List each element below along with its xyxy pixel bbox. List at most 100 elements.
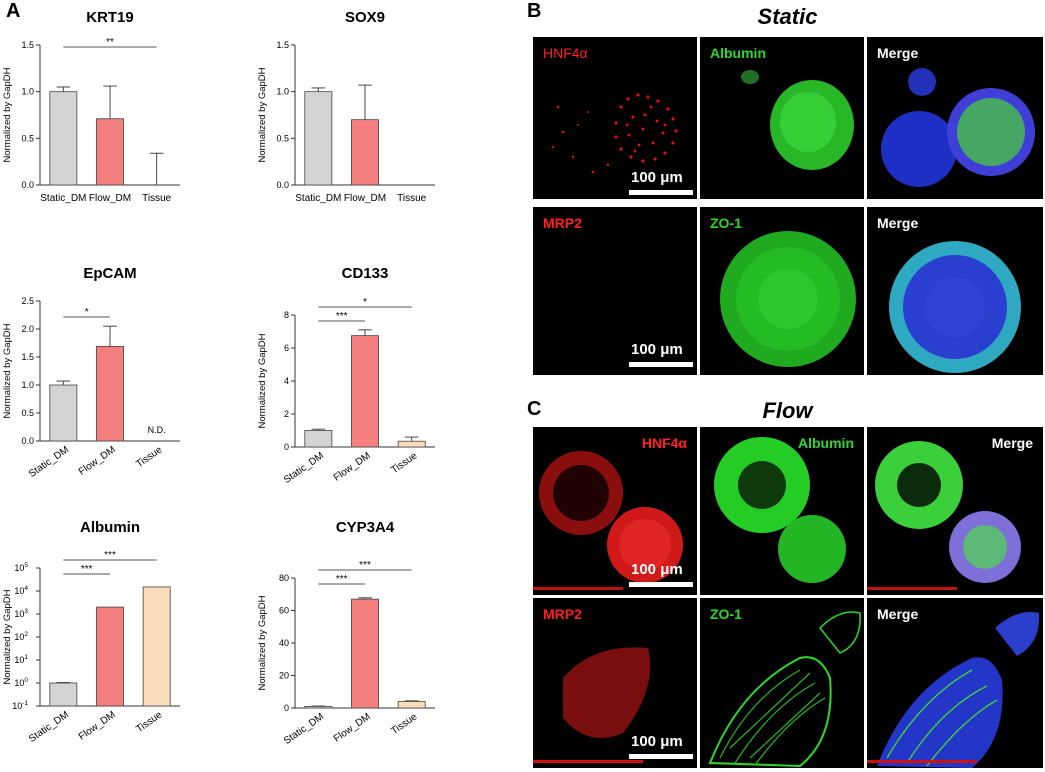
static-albumin-label: Albumin <box>710 45 766 61</box>
flow-merge-image: Merge <box>867 427 1043 595</box>
chart-5-ytick-label: 104 <box>14 585 28 596</box>
chart-4-ytick-label: 2 <box>284 409 289 419</box>
chart-6-ytick-label: 60 <box>279 606 289 616</box>
chart-5-title: Albumin <box>80 519 140 536</box>
chart-5-significance-label: *** <box>81 564 93 575</box>
flow-scale-label-2: 100 μm <box>631 733 683 750</box>
chart-3-ytick-label: 2.0 <box>21 324 34 334</box>
chart-3-xtick-label: Static_DM <box>27 444 71 479</box>
static-albumin-image: Albumin <box>700 37 864 199</box>
chart-4-ytick-label: 4 <box>284 376 289 386</box>
static-zo1-image: ZO-1 <box>700 207 864 375</box>
flow-merge-label-1: Merge <box>991 435 1033 451</box>
chart-4-bar <box>397 440 426 448</box>
flow-mrp2-label: MRP2 <box>543 606 582 622</box>
chart-2-ytick-label: 1.5 <box>276 40 289 50</box>
chart-4-xtick-label: Tissue <box>389 450 419 476</box>
chart-1-xtick-label: Static_DM <box>40 193 86 204</box>
chart-4-xtick-label: Static_DM <box>282 450 326 485</box>
flow-hnf4a-image: HNF4α 100 μm <box>533 427 697 595</box>
chart-5-significance-label: *** <box>104 550 116 561</box>
chart-6-title: CYP3A4 <box>336 519 395 536</box>
chart-5-xtick-label: Flow_DM <box>77 709 118 742</box>
chart-4-ytick-label: 6 <box>284 343 289 353</box>
static-section-title: Static <box>757 4 818 29</box>
chart-6-bar <box>351 598 379 709</box>
static-scale-label-1: 100 μm <box>631 169 683 186</box>
chart-4-xtick-label: Flow_DM <box>332 450 373 483</box>
static-mrp2-label: MRP2 <box>543 215 582 231</box>
chart-2-xtick-label: Static_DM <box>295 193 341 204</box>
chart-1-ytick-label: 1.5 <box>21 40 34 50</box>
static-scale-label-2: 100 μm <box>631 341 683 358</box>
chart-4-ylabel: Normalized by GapDH <box>257 333 268 428</box>
chart-6-ylabel: Normalized by GapDH <box>257 595 268 690</box>
chart-3-ytick-label: 0.0 <box>21 436 34 446</box>
flow-scale-label-1: 100 μm <box>631 561 683 578</box>
chart-3-ylabel: Normalized by GapDH <box>2 323 13 418</box>
chart-2-ytick-label: 0.0 <box>276 180 289 190</box>
chart-4-ytick-label: 0 <box>284 442 289 452</box>
chart-6-ytick-label: 20 <box>279 671 289 681</box>
chart-2-bar <box>304 91 333 186</box>
chart-5-bar <box>96 606 124 707</box>
flow-albumin-label: Albumin <box>798 435 854 451</box>
chart-1-ytick-label: 0.5 <box>21 133 34 143</box>
static-merge-image-2: Merge <box>867 207 1043 375</box>
flow-merge-label-2: Merge <box>877 606 919 622</box>
chart-5-xtick-label: Static_DM <box>27 709 71 744</box>
chart-1-xtick-label: Tissue <box>142 193 172 204</box>
chart-6-ytick-label: 0 <box>284 703 289 713</box>
chart-5-ytick-label: 102 <box>14 631 28 642</box>
chart-4-bar <box>304 430 333 448</box>
flow-albumin-image: Albumin <box>700 427 864 595</box>
chart-3-ytick-label: 2.5 <box>21 296 34 306</box>
chart-6-bar <box>397 701 426 709</box>
static-merge-label-2: Merge <box>877 215 919 231</box>
chart-1-bar <box>49 91 78 186</box>
chart-2-xtick-label: Flow_DM <box>344 193 386 204</box>
chart-6-significance-label: *** <box>359 560 371 571</box>
chart-2-ytick-label: 1.0 <box>276 87 289 97</box>
chart-5-ytick-label: 100 <box>14 677 28 688</box>
flow-scale-bar-2 <box>629 754 693 759</box>
chart-3-ytick-label: 1.5 <box>21 352 34 362</box>
chart-4-significance-label: * <box>363 297 367 308</box>
flow-zo1-image: ZO-1 <box>700 598 864 768</box>
chart-3-significance-label: * <box>85 307 89 318</box>
chart-5-ytick-label: 105 <box>14 562 28 573</box>
chart-5-ylabel: Normalized by GapDH <box>2 589 13 684</box>
chart-6-ytick-label: 40 <box>279 638 289 648</box>
chart-2-ylabel: Normalized by GapDH <box>257 67 268 162</box>
static-zo1-label: ZO-1 <box>710 215 742 231</box>
flow-scale-bar-1 <box>629 582 693 587</box>
chart-1-title: KRT19 <box>86 9 134 26</box>
static-mrp2-image: MRP2 100 μm <box>533 207 697 375</box>
chart-5-ytick-label: 10-1 <box>12 700 28 711</box>
flow-merge-image-2: Merge <box>867 598 1043 768</box>
chart-3-ytick-label: 1.0 <box>21 380 34 390</box>
chart-2-bar <box>351 119 379 186</box>
chart-2-ytick-label: 0.5 <box>276 133 289 143</box>
chart-3-xtick-label: Flow_DM <box>77 444 118 477</box>
chart-4-significance-label: *** <box>336 311 348 322</box>
chart-2-xtick-label: Tissue <box>397 193 427 204</box>
chart-5-bar <box>142 586 171 707</box>
chart-5-bar <box>49 682 78 707</box>
panel-letter-c: C <box>527 398 542 420</box>
chart-4-title: CD133 <box>342 265 389 282</box>
panel-letter-a: A <box>6 0 21 22</box>
flow-hnf4a-label: HNF4α <box>641 435 687 451</box>
static-scale-bar-2 <box>629 362 693 367</box>
chart-1-bar <box>96 118 124 186</box>
chart-5-xtick-label: Tissue <box>134 709 164 735</box>
chart-3-annotation: N.D. <box>148 425 166 435</box>
chart-6-bar <box>304 705 333 709</box>
chart-4-ytick-label: 8 <box>284 310 289 320</box>
flow-section-title: Flow <box>762 398 813 423</box>
chart-3-bar <box>96 345 124 442</box>
chart-6-significance-label: *** <box>336 574 348 585</box>
chart-1-ytick-label: 0.0 <box>21 180 34 190</box>
chart-3-xtick-label: Tissue <box>134 444 164 470</box>
bar-charts-panel: KRT19 Normalized by GapDH 0.0 0.5 1.0 1.5 Stat… <box>2 9 435 747</box>
